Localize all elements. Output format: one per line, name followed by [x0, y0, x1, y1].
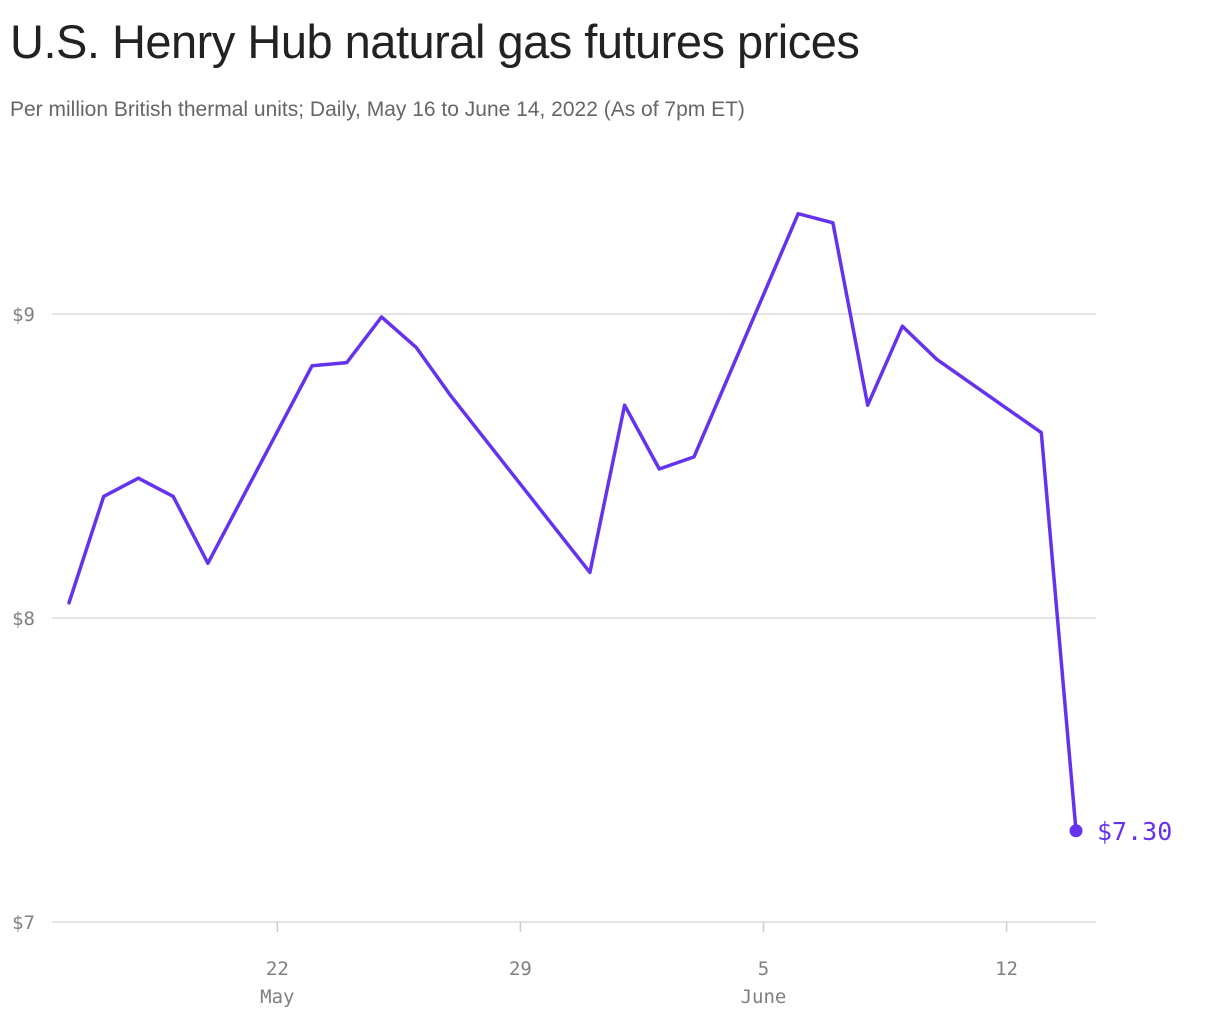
x-tick-label: 12: [995, 958, 1018, 980]
chart-subtitle: Per million British thermal units; Daily…: [10, 98, 745, 121]
series-layer: $7.30: [67, 211, 1172, 846]
end-point-marker: [1069, 824, 1083, 838]
gridlines: [52, 313, 1096, 923]
y-tick-label: $8: [12, 608, 35, 630]
y-tick-label: $7: [12, 912, 35, 934]
x-tick-label: 5: [758, 958, 769, 980]
series-line: [67, 211, 1078, 833]
x-tick-month-label: June: [741, 986, 787, 1008]
end-value-label: $7.30: [1097, 817, 1172, 846]
y-axis-tick-labels: $7 $8 $9: [12, 304, 35, 934]
x-tick-label: 22: [266, 958, 289, 980]
chart-title: U.S. Henry Hub natural gas futures price…: [10, 15, 860, 68]
y-tick-label: $9: [12, 304, 35, 326]
x-tick-month-label: May: [260, 986, 294, 1008]
x-tick-label: 29: [509, 958, 532, 980]
x-axis: 22 May 29 5 June 12: [260, 922, 1018, 1008]
